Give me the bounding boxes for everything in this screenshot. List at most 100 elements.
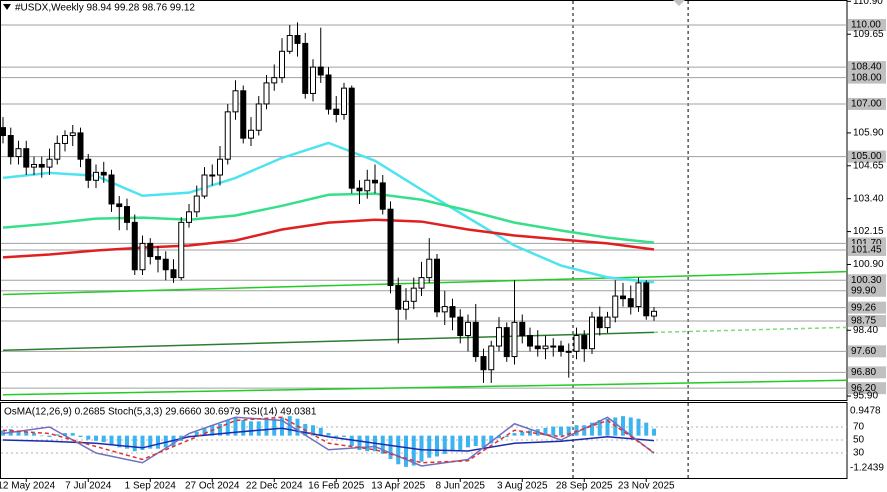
candle-body [418,277,425,289]
candle-body [69,132,76,137]
candle-body [46,158,53,168]
chart-title: #USDX,Weekly 98.94 99.28 98.76 99.12 [15,3,195,14]
candle-body [23,148,30,168]
candle-body [116,203,123,208]
candle-body [232,90,239,113]
candle-body [124,206,130,223]
osma-bar [497,435,501,439]
x-tick-label: 22 Dec 2024 [246,481,303,492]
osma-bar [605,418,610,436]
level-label-box [848,274,886,287]
y-tick-label: 110.90 [853,0,883,7]
candle-body [7,135,14,158]
osma-bar [86,435,91,440]
oscillator-line [2,416,655,464]
osma-bar [458,435,463,450]
candle-body [155,256,161,260]
osma-bar [326,433,331,436]
candle-body [15,148,22,158]
osma-bar [194,431,199,436]
candle-body [217,158,223,176]
osma-bar [427,435,432,458]
osma-bar [63,433,67,436]
level-label: 100.30 [851,275,882,286]
osma-bar [582,425,587,436]
level-label: 97.60 [851,346,876,357]
candle-body [186,211,192,223]
level-label: 108.40 [851,62,882,73]
candle-body [255,103,262,131]
moving-average [2,218,655,259]
osma-bar [450,435,455,452]
level-label: 99.26 [851,302,876,313]
candle-body [604,316,611,329]
level-label: 110.00 [851,20,881,31]
candle-body [511,321,518,358]
osma-bar [543,427,548,436]
level-label: 101.70 [851,238,882,249]
candle-body [38,163,45,168]
candle-body [279,50,285,79]
level-label: 101.45 [851,245,882,256]
osma-bar [295,418,300,436]
candle-body [527,335,533,347]
osma-bar [442,435,447,454]
oscillator-title: OsMA(12,26,9) 0.2685 Stoch(5,3,3) 29.666… [4,407,317,418]
collapse-icon[interactable] [3,4,11,10]
level-label-box [848,315,886,328]
level-label-box [848,150,886,163]
shift-marker[interactable] [673,0,685,6]
osma-bar [272,418,277,436]
candle-body [302,42,309,94]
osma-bar [132,435,137,452]
candle-body [310,66,316,94]
candle-body [434,258,440,313]
candle-body [651,310,657,317]
y-tick-label: 105.90 [853,128,884,139]
candle-body [317,66,324,76]
osma-bar [334,435,339,437]
x-tick-label: 28 Sep 2025 [556,481,613,492]
level-label: 105.00 [851,151,882,162]
osma-bar [109,435,114,445]
candle-body [379,182,386,210]
candle-body [612,295,619,318]
candle-body [201,174,208,197]
osc-tick-label: 50 [853,435,865,446]
level-label-box [848,382,886,395]
osma-bar [32,433,36,436]
candle-body [93,171,99,181]
x-tick-label: 13 Apr 2025 [371,481,425,492]
level-label-box [848,284,886,297]
osc-tick-label: 0.9478 [850,406,881,417]
osma-bar [520,431,525,436]
candle-body [193,195,200,213]
osma-bar [163,435,168,448]
osma-bar [140,435,145,450]
osma-bar [566,426,571,436]
candle-body [178,221,185,279]
x-tick-label: 3 Aug 2025 [497,481,548,492]
level-label-box [848,301,886,314]
candle-body [488,345,495,371]
candle-body [643,282,650,317]
candle-body [286,35,293,52]
osma-bar [241,420,246,436]
candle-body [496,327,502,347]
candle-body [395,285,402,310]
osma-bar [473,435,478,447]
osma-bar [396,435,401,465]
osma-bar [187,435,191,437]
candle-body [635,282,642,308]
osma-bar [388,435,393,460]
osma-bar [55,434,60,436]
candle-body [224,111,231,160]
osma-bar [559,426,563,436]
level-label-box [848,19,886,31]
candle-body [558,345,564,352]
osc-tick-label: 30 [853,448,865,459]
osma-bar [528,430,532,436]
osma-bar [16,430,21,436]
